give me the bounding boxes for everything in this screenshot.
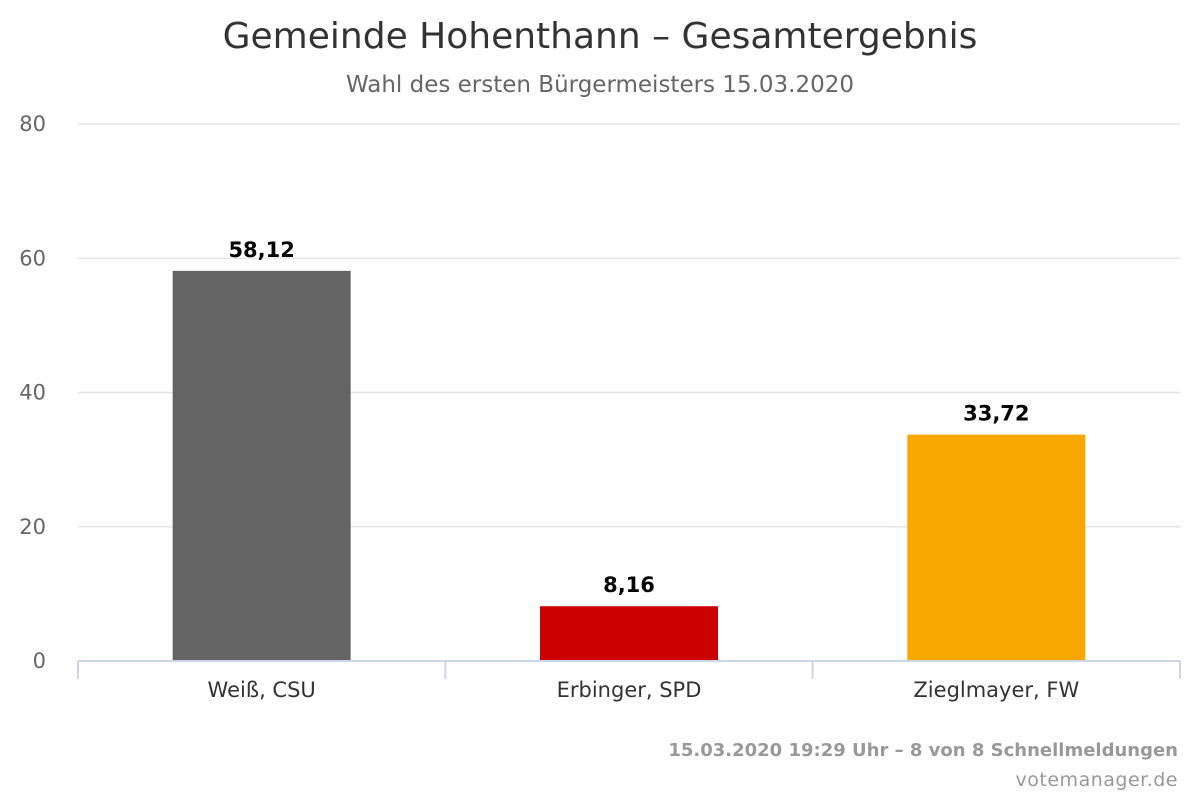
chart-subtitle: Wahl des ersten Bürgermeisters 15.03.202…: [346, 72, 854, 98]
data-labels: 58,12 8,16 33,72: [228, 238, 1029, 597]
x-tick-label: Zieglmayer, FW: [913, 678, 1079, 702]
data-label: 58,12: [228, 238, 294, 262]
x-tick-label: Erbinger, SPD: [557, 678, 702, 702]
x-tick-label: Weiß, CSU: [208, 678, 316, 702]
y-axis-ticks: 0 20 40 60 80: [19, 112, 46, 673]
data-label: 8,16: [603, 573, 655, 597]
y-tick-label: 40: [19, 381, 46, 405]
bar[interactable]: [172, 270, 351, 661]
x-axis: [77, 660, 1181, 679]
y-tick-label: 60: [19, 246, 46, 270]
bar[interactable]: [907, 434, 1086, 661]
y-tick-label: 20: [19, 515, 46, 539]
x-axis-ticks: Weiß, CSU Erbinger, SPD Zieglmayer, FW: [208, 678, 1080, 702]
y-tick-label: 80: [19, 112, 46, 136]
footer-status: 15.03.2020 19:29 Uhr – 8 von 8 Schnellme…: [668, 740, 1178, 761]
chart-title: Gemeinde Hohenthann – Gesamtergebnis: [223, 16, 978, 57]
bars: [172, 270, 1086, 661]
y-tick-label: 0: [33, 649, 46, 673]
data-label: 33,72: [963, 402, 1029, 426]
footer-credit[interactable]: votemanager.de: [1016, 769, 1178, 791]
bar[interactable]: [540, 606, 718, 661]
